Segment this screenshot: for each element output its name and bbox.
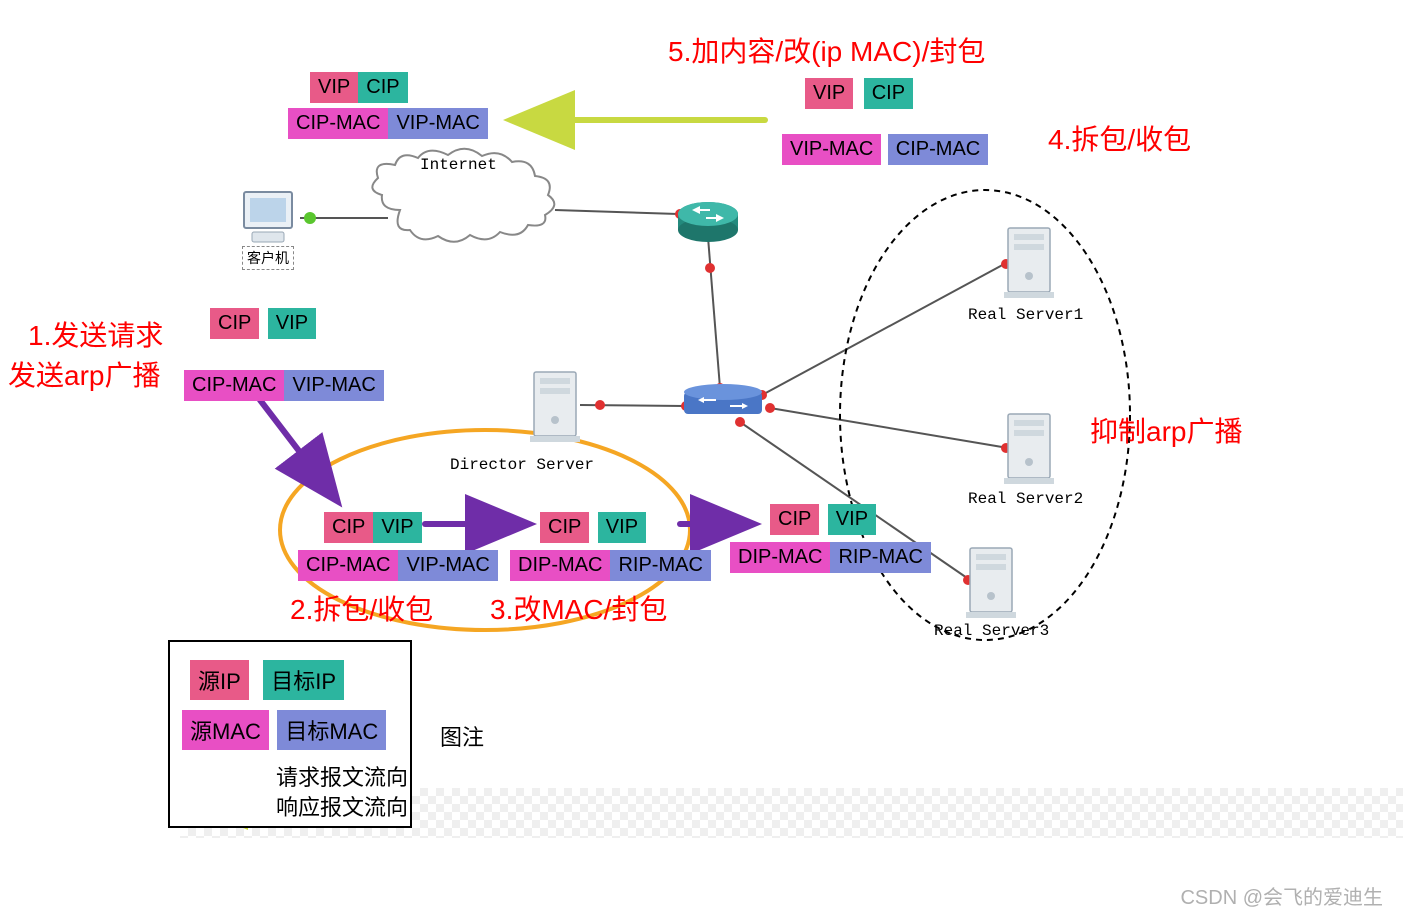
- pkt-mac-src: CIP-MAC: [184, 370, 284, 401]
- packet-step3b: CIP VIP: [770, 504, 876, 535]
- pkt-ip-src: CIP: [210, 308, 259, 339]
- pkt-mac-dst: VIP-MAC: [284, 370, 383, 401]
- step4-label: 4.拆包/收包: [1048, 118, 1191, 158]
- packet-step3-mac: DIP-MACRIP-MAC: [510, 550, 711, 581]
- client-label: 客户机: [242, 246, 294, 270]
- pkt-ip-src: CIP: [770, 504, 819, 535]
- pkt-ip-dst: VIP: [373, 512, 421, 543]
- pkt-ip-src: CIP: [324, 512, 373, 543]
- legend-dst-mac: 目标MAC: [277, 710, 386, 750]
- rs1-icon: [1004, 228, 1054, 298]
- packet-top-left: VIPCIP: [310, 72, 408, 103]
- client-pc-icon: [244, 192, 292, 242]
- pkt-mac-src: CIP-MAC: [288, 108, 388, 139]
- watermark: CSDN @会飞的爱迪生: [1180, 881, 1383, 910]
- packet-step2-mac: CIP-MACVIP-MAC: [298, 550, 498, 581]
- director-server-icon: [530, 372, 580, 442]
- legend-src-mac: 源MAC: [182, 710, 269, 750]
- legend-res-label: 响应报文流向: [276, 790, 408, 822]
- rs3-label: Real Server3: [934, 622, 1049, 640]
- arrow-1-to-2: [260, 400, 335, 498]
- pkt-ip-src: VIP: [310, 72, 358, 103]
- pkt-ip-dst: CIP: [864, 78, 913, 109]
- packet-top-right: VIP CIP: [805, 78, 913, 109]
- director-label: Director Server: [450, 456, 594, 474]
- legend-title: 图注: [440, 720, 484, 752]
- internet-label: Internet: [420, 156, 497, 174]
- legend-src-ip: 源IP: [190, 660, 249, 700]
- pkt-ip-src: CIP: [540, 512, 589, 543]
- pkt-mac-dst: RIP-MAC: [610, 550, 710, 581]
- step1a-label: 1.发送请求: [28, 314, 163, 354]
- pkt-ip-dst: VIP: [828, 504, 876, 535]
- legend-dst-ip: 目标IP: [263, 660, 344, 700]
- step5-label: 5.加内容/改(ip MAC)/封包: [668, 30, 985, 70]
- packet-step2: CIPVIP: [324, 512, 422, 543]
- pkt-ip-dst: VIP: [268, 308, 316, 339]
- packet-step1-mac: CIP-MACVIP-MAC: [184, 370, 384, 401]
- packet-step3: CIP VIP: [540, 512, 646, 543]
- switch-icon: [684, 384, 762, 414]
- pkt-mac-src: DIP-MAC: [510, 550, 610, 581]
- step1b-label: 发送arp广播: [8, 354, 160, 394]
- pkt-ip-src: VIP: [805, 78, 853, 109]
- diagram-canvas: VIPCIP CIP-MACVIP-MAC VIP CIP VIP-MAC CI…: [0, 0, 1403, 920]
- packet-step1: CIP VIP: [210, 308, 316, 339]
- pkt-mac-src: CIP-MAC: [298, 550, 398, 581]
- pkt-mac-dst: VIP-MAC: [398, 550, 497, 581]
- legend-req-label: 请求报文流向: [276, 760, 408, 792]
- pkt-mac-dst: RIP-MAC: [830, 542, 930, 573]
- pkt-mac-dst: CIP-MAC: [888, 134, 988, 165]
- pkt-mac-src: DIP-MAC: [730, 542, 830, 573]
- step2-label: 2.拆包/收包: [290, 588, 433, 628]
- rs1-label: Real Server1: [968, 306, 1083, 324]
- rs2-icon: [1004, 414, 1054, 484]
- suppress-label: 抑制arp广播: [1090, 410, 1242, 450]
- pkt-ip-dst: CIP: [358, 72, 407, 103]
- pkt-mac-src: VIP-MAC: [782, 134, 881, 165]
- rs3-icon: [966, 548, 1016, 618]
- legend: 源IP 目标IP 源MAC 目标MAC 请求报文流向 响应报文流向: [168, 640, 412, 828]
- pkt-ip-dst: VIP: [598, 512, 646, 543]
- packet-top-left-mac: CIP-MACVIP-MAC: [288, 108, 488, 139]
- step3-label: 3.改MAC/封包: [490, 588, 667, 628]
- router-icon: [678, 202, 738, 242]
- packet-top-right-mac: VIP-MAC CIP-MAC: [782, 134, 988, 165]
- rs2-label: Real Server2: [968, 490, 1083, 508]
- pkt-mac-dst: VIP-MAC: [388, 108, 487, 139]
- packet-step3b-mac: DIP-MACRIP-MAC: [730, 542, 931, 573]
